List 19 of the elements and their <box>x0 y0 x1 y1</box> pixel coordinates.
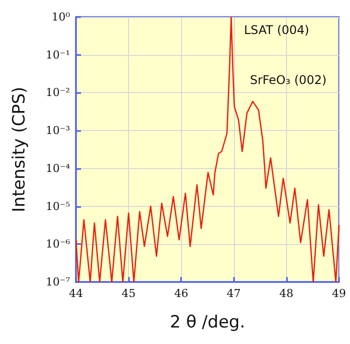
x-tick-label: 49 <box>332 287 346 300</box>
y-tick-label: 10⁻⁷ <box>46 276 71 288</box>
x-axis-title: 2 θ /deg. <box>170 312 246 332</box>
x-tick-label: 45 <box>122 287 136 300</box>
annotation: LSAT (004) <box>244 23 310 37</box>
annotation: SrFeO₃ (002) <box>250 73 327 87</box>
y-tick-label: 10⁻³ <box>46 124 70 138</box>
x-tick-label: 44 <box>69 287 83 300</box>
x-tick-label: 47 <box>226 287 241 300</box>
x-tick-label: 46 <box>174 287 188 300</box>
y-tick-label: 10⁻⁴ <box>46 162 71 175</box>
y-tick-label: 10⁻⁶ <box>46 238 71 251</box>
y-tick-label: 10⁰ <box>52 10 71 24</box>
y-tick-label: 10⁻¹ <box>46 48 70 62</box>
y-tick-label: 10⁻⁵ <box>46 200 70 213</box>
x-tick-label: 48 <box>279 287 294 300</box>
y-tick-label: 10⁻² <box>46 86 70 100</box>
y-axis-title: Intensity (CPS) <box>10 86 30 212</box>
line-series <box>75 16 340 283</box>
